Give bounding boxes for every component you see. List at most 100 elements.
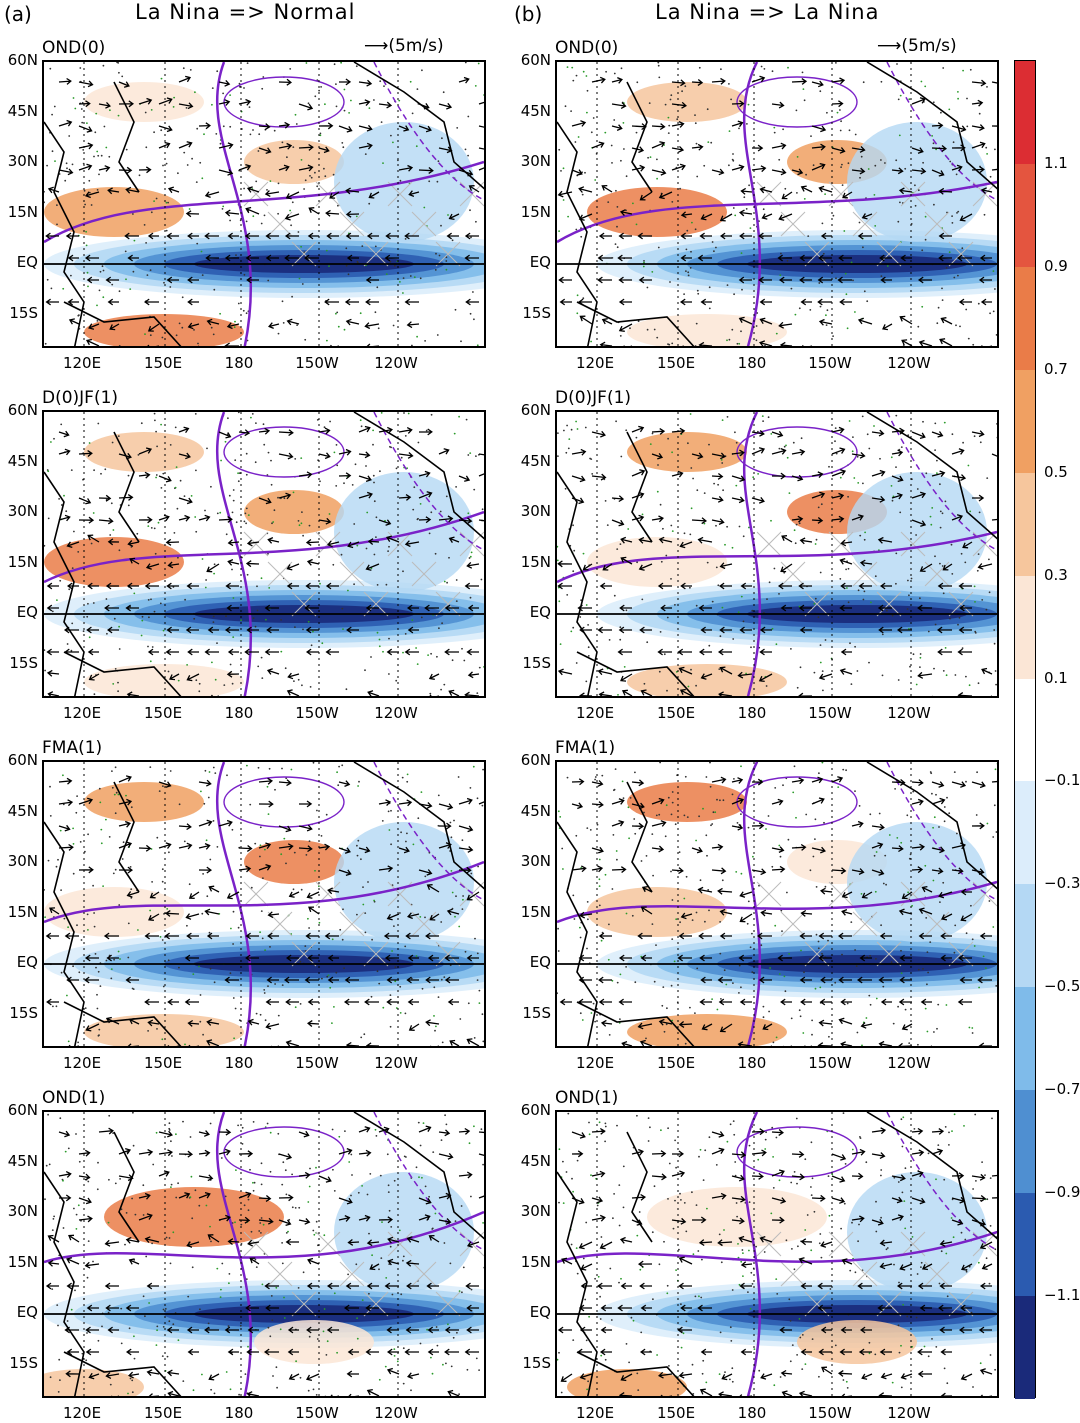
latitude-label: EQ bbox=[529, 253, 551, 271]
longitude-label: 150E bbox=[656, 1054, 696, 1072]
significance-stipple bbox=[557, 762, 997, 1046]
longitude-label: 120E bbox=[575, 1054, 615, 1072]
panel-season-title: FMA(1) bbox=[555, 738, 616, 758]
negative-anomaly-patch bbox=[334, 1172, 474, 1292]
positive-anomaly-patch bbox=[44, 187, 184, 237]
latitude-label: 45N bbox=[520, 802, 551, 820]
wind-vectors bbox=[45, 1125, 484, 1396]
latitude-label: 45N bbox=[520, 452, 551, 470]
longitude-label: 120W bbox=[887, 1054, 931, 1072]
latitude-label: 15S bbox=[522, 304, 551, 322]
wind-vectors bbox=[45, 75, 484, 346]
longitude-label: 180 bbox=[737, 1404, 767, 1422]
colorbar-segment bbox=[1015, 1296, 1035, 1400]
hatching bbox=[756, 1231, 997, 1317]
longitude-label: 120E bbox=[575, 704, 615, 722]
panel-season-title: OND(1) bbox=[42, 1088, 106, 1108]
longitude-label: 150W bbox=[295, 1054, 339, 1072]
latitude-label: 60N bbox=[520, 1101, 551, 1119]
latitude-label: 15N bbox=[7, 1253, 38, 1271]
gridlines bbox=[83, 412, 399, 696]
column-title-a: La Nina => Normal bbox=[135, 0, 356, 24]
reference-vector-label: ⟶(5m/s) bbox=[364, 36, 444, 56]
significance-stipple bbox=[44, 412, 484, 696]
positive-anomaly-patch bbox=[797, 1320, 917, 1364]
latitude-label: 15S bbox=[9, 304, 38, 322]
positive-anomaly-patch bbox=[567, 1369, 687, 1396]
colorbar-segment bbox=[1015, 1193, 1035, 1297]
positive-anomaly-patch bbox=[587, 537, 727, 587]
positive-anomaly-patch bbox=[44, 1369, 144, 1396]
positive-anomaly-patch bbox=[84, 782, 204, 822]
positive-anomaly-patch bbox=[244, 490, 344, 534]
longitude-label: 180 bbox=[224, 704, 254, 722]
longitude-label: 150E bbox=[143, 704, 183, 722]
longitude-label: 150W bbox=[808, 354, 852, 372]
latitude-label: 15S bbox=[9, 654, 38, 672]
longitude-label: 180 bbox=[737, 704, 767, 722]
positive-anomaly-patch bbox=[84, 314, 244, 346]
green-significance-stipple bbox=[557, 762, 997, 1046]
latitude-label: 60N bbox=[7, 1101, 38, 1119]
contour-lines bbox=[44, 762, 484, 1046]
latitude-label: 15N bbox=[520, 903, 551, 921]
latitude-label: 60N bbox=[7, 401, 38, 419]
colorbar-tick-label: −0.3 bbox=[1044, 874, 1080, 893]
longitude-label: 120E bbox=[575, 354, 615, 372]
latitude-label: 30N bbox=[7, 502, 38, 520]
latitude-label: 15S bbox=[522, 1004, 551, 1022]
green-significance-stipple bbox=[54, 62, 484, 346]
map-panel bbox=[555, 60, 999, 348]
positive-anomaly-patch bbox=[104, 1187, 284, 1247]
colorbar-segment bbox=[1015, 781, 1035, 885]
wind-vectors bbox=[46, 425, 484, 696]
gridlines bbox=[596, 412, 912, 696]
longitude-label: 150E bbox=[143, 1404, 183, 1422]
colorbar-segment bbox=[1015, 575, 1035, 680]
colorbar-tick-label: 1.1 bbox=[1044, 153, 1068, 172]
colorbar-segment bbox=[1015, 987, 1035, 1091]
negative-anomaly-patch bbox=[847, 472, 987, 592]
latitude-label: 30N bbox=[520, 1202, 551, 1220]
latitude-label: 15N bbox=[520, 1253, 551, 1271]
wind-vectors bbox=[557, 1127, 997, 1396]
latitude-label: EQ bbox=[16, 953, 38, 971]
latitude-label: 45N bbox=[7, 452, 38, 470]
negative-anomaly-patch bbox=[847, 1172, 987, 1292]
longitude-label: 150E bbox=[656, 354, 696, 372]
positive-anomaly-patch bbox=[84, 664, 244, 696]
panel-season-title: OND(0) bbox=[555, 38, 619, 58]
latitude-label: EQ bbox=[16, 1303, 38, 1321]
longitude-label: 180 bbox=[737, 354, 767, 372]
longitude-label: 150W bbox=[295, 354, 339, 372]
latitude-label: 60N bbox=[520, 51, 551, 69]
map-panel bbox=[42, 1110, 486, 1398]
map-panel bbox=[555, 760, 999, 1048]
colorbar-tick-label: −0.1 bbox=[1044, 771, 1080, 790]
latitude-label: 60N bbox=[520, 751, 551, 769]
wind-vectors bbox=[557, 425, 997, 696]
positive-anomaly-patch bbox=[587, 187, 727, 237]
longitude-label: 150W bbox=[808, 1054, 852, 1072]
hatching bbox=[756, 881, 997, 967]
latitude-label: 45N bbox=[7, 1152, 38, 1170]
green-significance-stipple bbox=[62, 1122, 484, 1395]
green-significance-stipple bbox=[47, 412, 484, 685]
positive-anomaly-patch bbox=[244, 840, 344, 884]
significance-stipple bbox=[44, 1112, 484, 1396]
map-panel bbox=[42, 760, 486, 1048]
longitude-label: 120W bbox=[887, 1404, 931, 1422]
latitude-label: 15N bbox=[7, 553, 38, 571]
longitude-label: 120W bbox=[887, 704, 931, 722]
latitude-label: 15N bbox=[520, 553, 551, 571]
longitude-label: 120W bbox=[374, 1054, 418, 1072]
colorbar-segment bbox=[1015, 266, 1035, 371]
coastline bbox=[44, 412, 484, 696]
longitude-label: 180 bbox=[224, 1054, 254, 1072]
positive-anomaly-patch bbox=[84, 1014, 244, 1046]
longitude-label: 180 bbox=[224, 1404, 254, 1422]
column-title-b: La Nina => La Nina bbox=[655, 0, 880, 24]
panel-season-title: OND(1) bbox=[555, 1088, 619, 1108]
wind-vectors bbox=[45, 775, 484, 1046]
positive-anomaly-patch bbox=[627, 432, 747, 472]
